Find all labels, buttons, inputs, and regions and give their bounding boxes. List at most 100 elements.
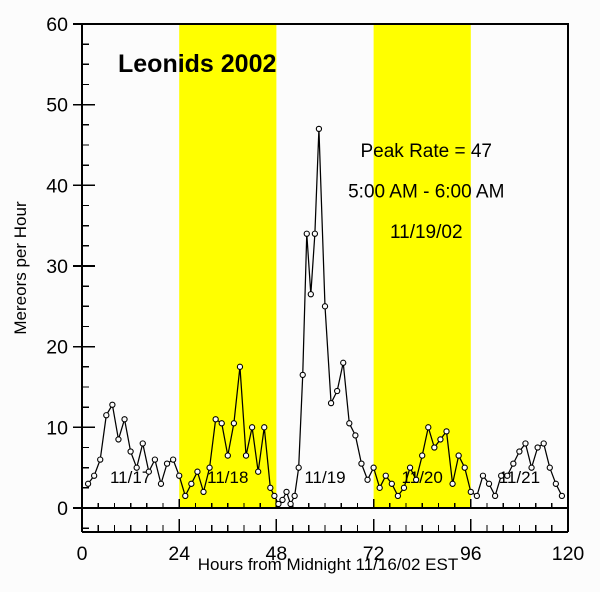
data-point [275,500,282,508]
data-point [271,492,278,500]
data-point [449,480,456,487]
x-tick-label: 72 [363,543,385,565]
data-point [340,359,347,366]
day-11-20: 11/20 [402,468,443,487]
data-point [443,428,450,435]
data-point [388,480,395,487]
data-point [461,464,468,471]
shaded-bands-group [179,24,471,508]
data-point [406,464,414,471]
data-point [236,363,244,370]
data-point [163,460,171,467]
chart-title: Leonids 2002 [118,50,276,78]
y-tick-label: 30 [46,256,68,278]
data-point [307,291,314,298]
data-point [546,464,553,471]
data-point [400,484,408,491]
data-point [206,464,213,471]
band-11-20 [373,24,471,508]
y-tick-label: 20 [46,337,68,359]
data-point [376,484,383,491]
data-point [127,448,134,455]
data-point [182,492,189,500]
y-tick-label: 60 [46,14,68,36]
day-11-17: 11/17 [110,468,151,487]
data-point [425,424,432,431]
data-point [299,371,306,379]
data-point [157,480,165,487]
data-point [528,464,535,471]
data-point [437,436,444,443]
y-axis-ticks [73,23,95,529]
data-point [91,472,98,479]
data-point [412,476,420,483]
data-point [311,230,319,237]
data-point [248,424,256,431]
x-tick-label: 120 [552,543,585,565]
data-point [151,456,159,463]
x-axis-title: Hours from Midnight 11/16/02 EST [198,555,458,574]
data-point [283,488,290,496]
data-point [321,303,329,310]
data-point [115,436,122,443]
data-point [504,472,511,479]
data-point [133,464,140,471]
data-point [224,452,231,459]
data-point [394,492,402,500]
data-point [218,420,225,427]
y-tick-label: 40 [46,175,68,197]
data-point [364,476,371,483]
data-point [267,484,274,491]
data-point [200,488,207,496]
band-11-18 [179,24,277,508]
data-markers-group [84,125,566,508]
data-point [279,496,286,504]
y-axis-tick-labels: 0 10 20 30 40 50 60 [46,14,68,520]
data-point [121,416,128,423]
data-point [230,420,238,427]
data-point [540,440,547,447]
data-point [109,401,116,408]
data-point [370,464,377,471]
plot-frame [81,23,569,533]
day-labels-group: 11/17 11/18 11/19 11/20 11/21 [110,468,540,487]
x-tick-label: 96 [460,543,482,565]
data-point [534,444,541,451]
peak-rate: Peak Rate = 47 [360,141,492,162]
data-point [194,468,201,475]
x-tick-label: 24 [168,543,190,565]
day-11-18: 11/18 [207,468,248,487]
data-point [352,432,359,439]
data-point [287,500,294,508]
y-tick-label: 50 [46,95,68,117]
day-11-19: 11/19 [304,468,345,487]
data-point [510,460,517,467]
y-tick-label: 10 [46,417,68,439]
data-point [291,492,298,500]
data-point [255,468,262,475]
data-point [491,492,499,500]
data-point [346,420,353,427]
data-point [261,424,268,431]
data-point [103,412,110,419]
y-tick-label: 0 [57,498,68,520]
x-axis-tick-labels: 0 24 48 72 96 120 [77,543,585,565]
data-point [552,480,559,487]
data-point [188,480,195,487]
y-axis-title: Mereors per Hour [11,201,30,335]
data-point [455,452,462,459]
data-point [139,440,146,447]
data-point [212,416,219,423]
data-point [358,460,365,467]
data-point [516,448,523,455]
data-point [431,444,438,451]
data-point [84,480,92,487]
data-point [467,488,474,496]
data-point [169,456,177,463]
data-point [522,440,529,447]
x-tick-label: 48 [266,543,288,565]
peak-time: 5:00 AM - 6:00 AM [348,181,504,202]
x-axis-ticks [81,499,569,532]
data-point [419,452,426,459]
